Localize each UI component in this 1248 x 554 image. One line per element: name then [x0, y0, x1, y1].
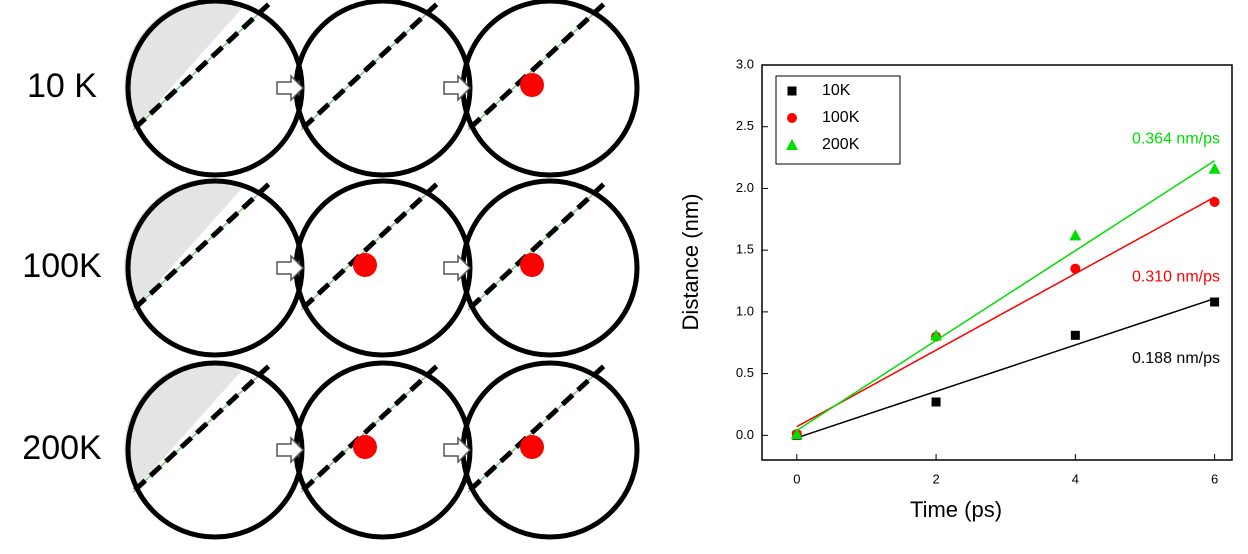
dashed-line — [301, 181, 440, 310]
legend-label: 10K — [822, 82, 851, 99]
dashed-line — [133, 181, 272, 310]
x-axis-label: Time (ps) — [910, 497, 1002, 522]
arrow — [276, 436, 305, 464]
fit-annotation: 0.364 nm/ps — [1132, 130, 1220, 147]
shading — [124, 178, 245, 308]
frame-circle — [460, 0, 640, 178]
row-label: 200K — [22, 429, 102, 467]
point — [931, 397, 941, 407]
legend-marker — [787, 113, 797, 123]
point — [1069, 229, 1082, 241]
red-dot — [520, 73, 544, 97]
dashed-line — [133, 1, 272, 130]
y-tick-label: 0.0 — [736, 427, 754, 442]
dashed-line — [301, 1, 440, 130]
fit-line — [796, 297, 1215, 439]
row-label: 10 K — [27, 67, 97, 105]
shading — [459, 361, 580, 490]
arrow — [443, 74, 472, 102]
legend-marker — [786, 139, 798, 150]
shading — [292, 0, 413, 128]
shading — [459, 0, 580, 128]
dashed-line — [133, 363, 272, 492]
arrow — [276, 254, 305, 282]
red-dot — [520, 435, 544, 459]
point — [790, 428, 803, 440]
dashed-line — [301, 363, 440, 492]
dashed-line — [468, 363, 607, 492]
x-tick-label: 4 — [1072, 471, 1079, 486]
legend-label: 100K — [822, 109, 860, 126]
dashed-line — [468, 1, 607, 130]
point — [1070, 330, 1080, 340]
point — [1070, 263, 1081, 274]
shading — [459, 179, 580, 308]
fit-annotation: 0.310 nm/ps — [1132, 269, 1220, 286]
y-axis-label: Distance (nm) — [678, 194, 703, 331]
y-tick-label: 2.5 — [736, 118, 754, 133]
y-tick-label: 1.0 — [736, 303, 754, 318]
fit-line — [796, 160, 1215, 432]
point — [1209, 197, 1220, 208]
red-dot — [353, 253, 377, 277]
dashed-line — [468, 181, 607, 310]
y-tick-label: 1.5 — [736, 242, 754, 257]
arrow — [443, 436, 472, 464]
frame-circle — [460, 360, 640, 540]
frame-circle — [460, 178, 640, 358]
red-dot — [353, 435, 377, 459]
fit-annotation: 0.188 nm/ps — [1132, 350, 1220, 367]
legend-label: 200K — [822, 136, 860, 153]
shading — [124, 0, 245, 128]
shading — [124, 360, 245, 490]
point — [1208, 162, 1221, 174]
y-tick-label: 2.0 — [736, 180, 754, 195]
plot-frame — [761, 64, 1233, 461]
x-tick-label: 6 — [1211, 471, 1218, 486]
x-tick-label: 0 — [793, 471, 800, 486]
arrow — [276, 74, 305, 102]
fit-line — [796, 196, 1215, 428]
legend-marker — [787, 86, 797, 96]
shading — [292, 361, 413, 490]
y-tick-label: 3.0 — [736, 56, 754, 71]
red-dot — [520, 253, 544, 277]
point — [1210, 297, 1220, 307]
arrow — [443, 254, 472, 282]
point — [930, 329, 943, 341]
y-tick-label: 0.5 — [736, 365, 754, 380]
row-label: 100K — [22, 247, 102, 285]
shading — [292, 179, 413, 308]
x-tick-label: 2 — [932, 471, 939, 486]
